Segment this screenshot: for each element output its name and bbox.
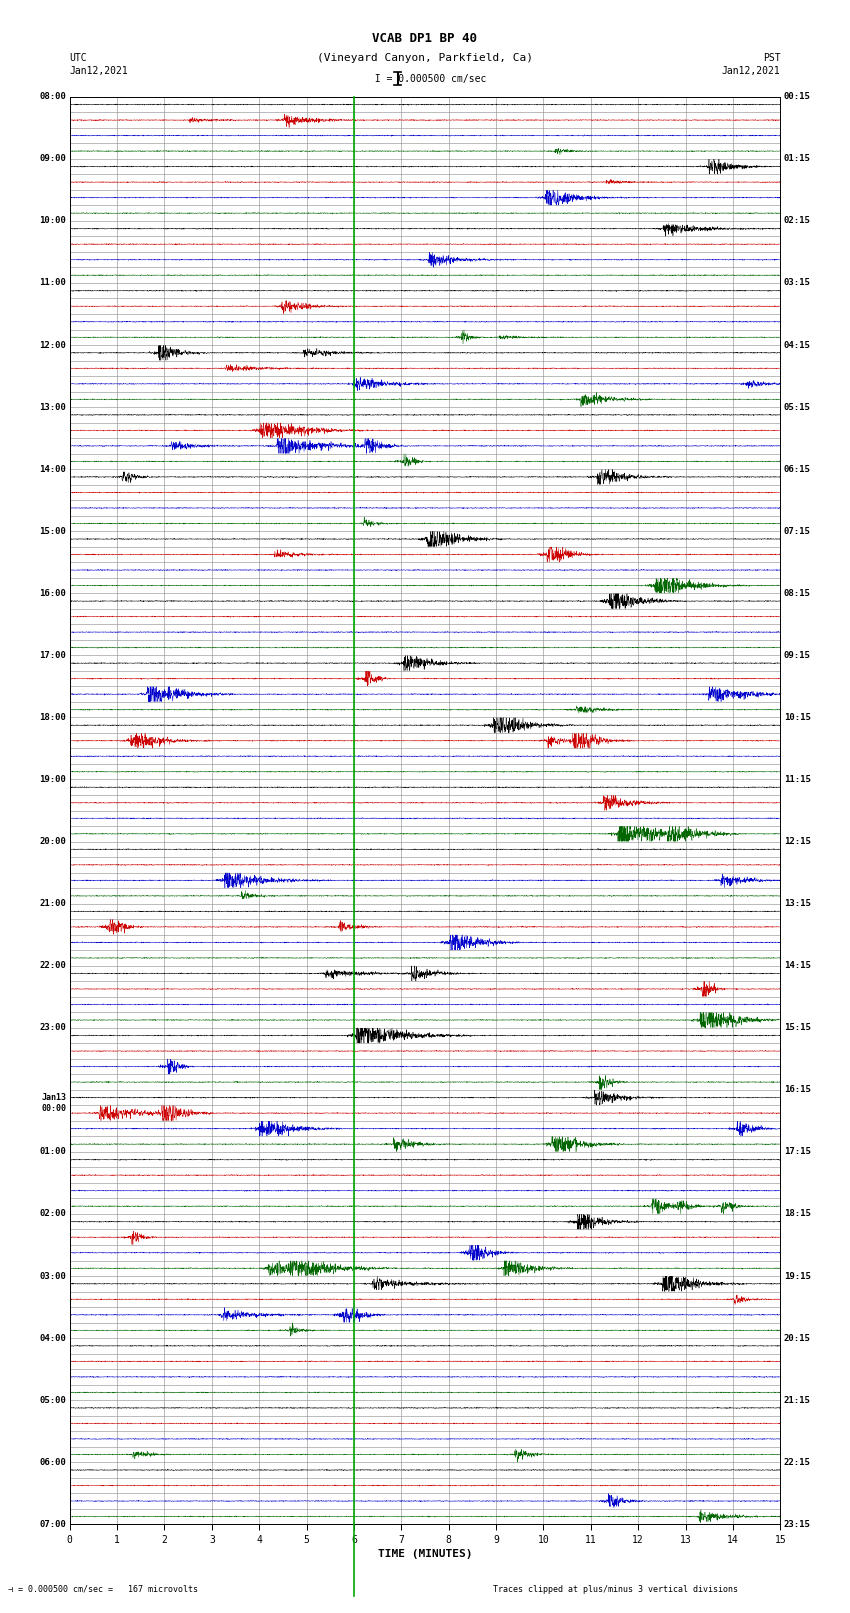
Text: 14:15: 14:15 — [784, 961, 811, 969]
Text: 19:00: 19:00 — [39, 774, 66, 784]
Text: 18:00: 18:00 — [39, 713, 66, 723]
Text: UTC: UTC — [70, 53, 88, 63]
Text: 21:00: 21:00 — [39, 898, 66, 908]
Text: 09:15: 09:15 — [784, 652, 811, 660]
Text: 11:00: 11:00 — [39, 279, 66, 287]
Text: 06:00: 06:00 — [39, 1458, 66, 1466]
Text: (Vineyard Canyon, Parkfield, Ca): (Vineyard Canyon, Parkfield, Ca) — [317, 53, 533, 63]
Text: 15:15: 15:15 — [784, 1023, 811, 1032]
Text: 03:00: 03:00 — [39, 1271, 66, 1281]
Text: Traces clipped at plus/minus 3 vertical divisions: Traces clipped at plus/minus 3 vertical … — [493, 1584, 738, 1594]
Text: Jan12,2021: Jan12,2021 — [722, 66, 780, 76]
Text: 21:15: 21:15 — [784, 1395, 811, 1405]
Text: 07:00: 07:00 — [39, 1519, 66, 1529]
Text: 13:00: 13:00 — [39, 403, 66, 411]
Text: 19:15: 19:15 — [784, 1271, 811, 1281]
Text: Jan12,2021: Jan12,2021 — [70, 66, 128, 76]
Text: 10:00: 10:00 — [39, 216, 66, 226]
Text: 14:00: 14:00 — [39, 465, 66, 474]
Text: 23:00: 23:00 — [39, 1023, 66, 1032]
Text: 15:00: 15:00 — [39, 527, 66, 536]
Text: 17:00: 17:00 — [39, 652, 66, 660]
Text: 05:15: 05:15 — [784, 403, 811, 411]
Text: 12:15: 12:15 — [784, 837, 811, 847]
Text: 01:15: 01:15 — [784, 155, 811, 163]
Text: 02:15: 02:15 — [784, 216, 811, 226]
Text: PST: PST — [762, 53, 780, 63]
Text: 01:00: 01:00 — [39, 1147, 66, 1157]
Text: 09:00: 09:00 — [39, 155, 66, 163]
Text: 10:15: 10:15 — [784, 713, 811, 723]
Text: 04:15: 04:15 — [784, 340, 811, 350]
Text: 23:15: 23:15 — [784, 1519, 811, 1529]
Text: 22:15: 22:15 — [784, 1458, 811, 1466]
Text: 00:00: 00:00 — [42, 1105, 66, 1113]
Text: 04:00: 04:00 — [39, 1334, 66, 1342]
X-axis label: TIME (MINUTES): TIME (MINUTES) — [377, 1548, 473, 1558]
Text: 07:15: 07:15 — [784, 527, 811, 536]
Text: 20:15: 20:15 — [784, 1334, 811, 1342]
Text: 22:00: 22:00 — [39, 961, 66, 969]
Text: 18:15: 18:15 — [784, 1210, 811, 1218]
Text: 13:15: 13:15 — [784, 898, 811, 908]
Text: Jan13: Jan13 — [42, 1094, 66, 1102]
Text: 17:15: 17:15 — [784, 1147, 811, 1157]
Text: 00:15: 00:15 — [784, 92, 811, 102]
Text: 05:00: 05:00 — [39, 1395, 66, 1405]
Text: 02:00: 02:00 — [39, 1210, 66, 1218]
Text: 11:15: 11:15 — [784, 774, 811, 784]
Text: 08:15: 08:15 — [784, 589, 811, 598]
Text: 20:00: 20:00 — [39, 837, 66, 847]
Text: ⊣ = 0.000500 cm/sec =   167 microvolts: ⊣ = 0.000500 cm/sec = 167 microvolts — [8, 1584, 199, 1594]
Text: 12:00: 12:00 — [39, 340, 66, 350]
Text: 08:00: 08:00 — [39, 92, 66, 102]
Text: 16:15: 16:15 — [784, 1086, 811, 1094]
Text: 06:15: 06:15 — [784, 465, 811, 474]
Text: 03:15: 03:15 — [784, 279, 811, 287]
Text: VCAB DP1 BP 40: VCAB DP1 BP 40 — [372, 32, 478, 45]
Text: I = 0.000500 cm/sec: I = 0.000500 cm/sec — [363, 74, 487, 84]
Text: 16:00: 16:00 — [39, 589, 66, 598]
